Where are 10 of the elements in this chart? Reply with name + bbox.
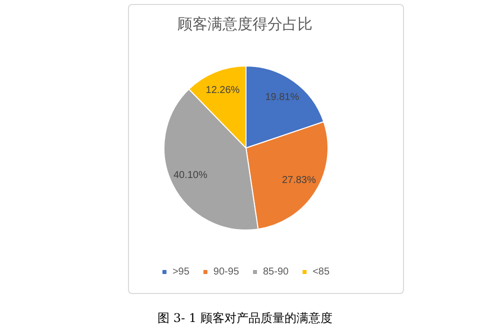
- data-label: 12.26%: [206, 85, 240, 96]
- caption: 图 3- 1 顾客对产品质量的满意度: [156, 310, 334, 327]
- legend-label: 85-90: [263, 266, 290, 278]
- legend-label: <85: [312, 266, 330, 278]
- data-label: 27.83%: [282, 174, 316, 186]
- legend-label: 90-95: [213, 266, 240, 278]
- chart-title: 顾客满意度得分占比: [178, 16, 312, 33]
- data-label: 40.10%: [173, 170, 208, 181]
- legend-label: >95: [172, 266, 190, 278]
- data-label: 19.81%: [265, 92, 300, 104]
